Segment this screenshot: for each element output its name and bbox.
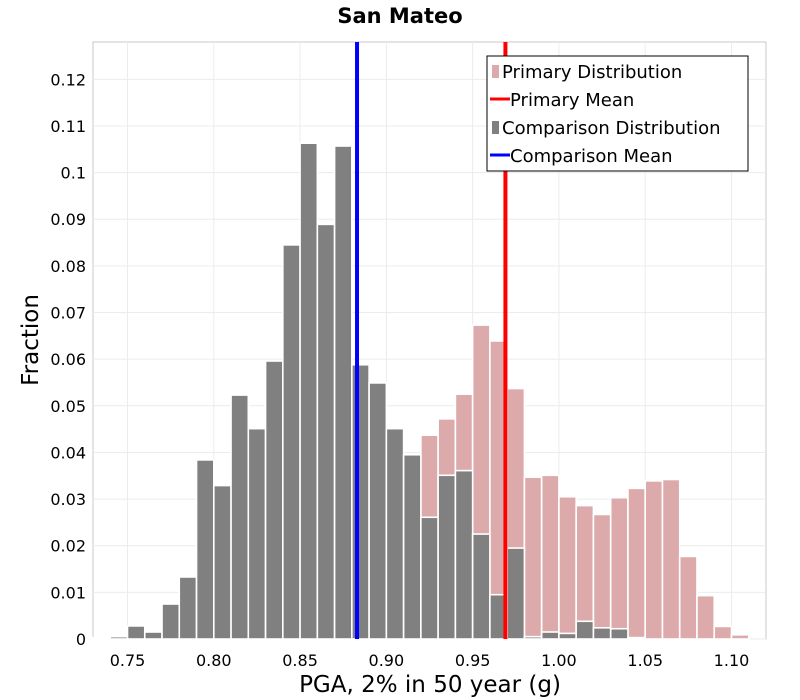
- y-axis-label: Fraction: [18, 294, 44, 386]
- primary-distribution-bar: [661, 478, 681, 640]
- primary-distribution-bar: [609, 496, 629, 640]
- comparison-distribution-bar: [609, 627, 629, 640]
- y-tick-label: 0.03: [50, 490, 86, 509]
- primary-distribution-bar: [678, 555, 698, 640]
- legend-label-primary-mean: Primary Mean: [510, 90, 634, 111]
- comparison-distribution-bar: [282, 244, 301, 640]
- y-tick-label: 0.06: [50, 350, 86, 369]
- comparison-distribution-bar: [109, 635, 129, 640]
- y-tick-label: 0.09: [50, 210, 86, 229]
- chart-title: San Mateo: [337, 4, 462, 28]
- comparison-distribution-bar: [558, 632, 577, 640]
- legend-label-comparison-mean: Comparison Mean: [510, 146, 673, 167]
- comparison-distribution-bar: [454, 469, 474, 640]
- legend: Primary Distribution Primary Mean Compar…: [486, 55, 749, 172]
- x-axis-ticks: 0.75 0.80 0.85 0.90 0.95 1.00 1.05 1.10: [110, 651, 750, 670]
- comparison-distribution-bar: [420, 516, 439, 640]
- comparison-distribution-bar: [230, 394, 250, 640]
- primary-distribution-bar: [713, 625, 733, 640]
- x-tick-label: 1.10: [714, 651, 750, 670]
- y-tick-label: 0.11: [50, 117, 86, 136]
- primary-distribution-bar: [92, 636, 112, 640]
- comparison-distribution-bar: [592, 627, 612, 640]
- primary-distribution-bar: [627, 487, 647, 640]
- legend-item-comparison-distribution: Comparison Distribution: [492, 118, 721, 139]
- x-tick-label: 0.75: [110, 651, 146, 670]
- comparison-distribution-bar: [368, 382, 388, 640]
- y-tick-label: 0.07: [50, 304, 86, 323]
- primary-distribution-bar: [540, 474, 560, 640]
- legend-swatch-comparison-distribution: [492, 121, 499, 134]
- legend-item-comparison-mean: Comparison Mean: [490, 146, 673, 167]
- legend-item-primary-mean: Primary Mean: [490, 90, 634, 111]
- comparison-distribution-bar: [437, 474, 457, 640]
- y-tick-label: 0.02: [50, 537, 86, 556]
- y-tick-label: 0.1: [61, 164, 86, 183]
- comparison-distribution-bar: [506, 547, 526, 640]
- comparison-distribution-bar: [575, 620, 595, 640]
- comparison-distribution-bar: [299, 142, 319, 640]
- primary-distribution-bar: [558, 495, 577, 640]
- y-axis-ticks: 0 0.01 0.02 0.03 0.04 0.05 0.06 0.07 0.08 0.09 0.1…: [50, 70, 86, 649]
- primary-distribution-bar: [575, 504, 595, 640]
- x-tick-label: 1.05: [627, 651, 663, 670]
- legend-label-primary-distribution: Primary Distribution: [502, 62, 682, 83]
- y-tick-label: 0.01: [50, 583, 86, 602]
- x-tick-label: 0.90: [369, 651, 405, 670]
- comparison-distribution-bar: [402, 453, 422, 640]
- comparison-distribution-bar: [627, 636, 647, 640]
- comparison-distribution-bar: [178, 576, 198, 640]
- primary-distribution-bar: [696, 594, 716, 640]
- comparison-distribution-bar: [471, 533, 491, 640]
- x-tick-label: 0.95: [455, 651, 491, 670]
- legend-item-primary-distribution: Primary Distribution: [492, 62, 682, 83]
- primary-distribution-bar: [730, 634, 750, 640]
- y-tick-label: 0.05: [50, 397, 86, 416]
- y-tick-label: 0.12: [50, 70, 86, 89]
- primary-distribution-bar: [523, 476, 543, 640]
- comparison-distribution-bar: [212, 484, 232, 640]
- comparison-distribution-bar: [385, 427, 405, 640]
- y-tick-label: 0.04: [50, 443, 86, 462]
- y-tick-label: 0: [76, 630, 86, 649]
- primary-distribution-bar: [644, 480, 664, 640]
- x-tick-label: 1.00: [541, 651, 577, 670]
- comparison-distribution-bar: [351, 363, 370, 640]
- legend-box: [486, 55, 749, 172]
- comparison-distribution-bar: [523, 635, 543, 640]
- primary-distribution-bar: [592, 513, 612, 640]
- legend-label-comparison-distribution: Comparison Distribution: [502, 118, 721, 139]
- comparison-distribution-bar: [126, 625, 146, 640]
- comparison-distribution-bars: [109, 142, 647, 640]
- legend-swatch-primary-distribution: [492, 65, 499, 78]
- x-tick-label: 0.85: [282, 651, 318, 670]
- y-tick-label: 0.08: [50, 257, 86, 276]
- comparison-distribution-bar: [161, 603, 181, 640]
- comparison-distribution-bar: [143, 631, 163, 640]
- comparison-distribution-bar: [540, 631, 560, 640]
- x-tick-label: 0.80: [196, 651, 232, 670]
- comparison-distribution-bar: [264, 360, 284, 640]
- comparison-distribution-bar: [195, 459, 215, 640]
- comparison-distribution-bar: [247, 427, 267, 640]
- comparison-distribution-bar: [316, 223, 336, 640]
- comparison-distribution-bar: [333, 145, 353, 640]
- x-axis-label: PGA, 2% in 50 year (g): [299, 672, 561, 698]
